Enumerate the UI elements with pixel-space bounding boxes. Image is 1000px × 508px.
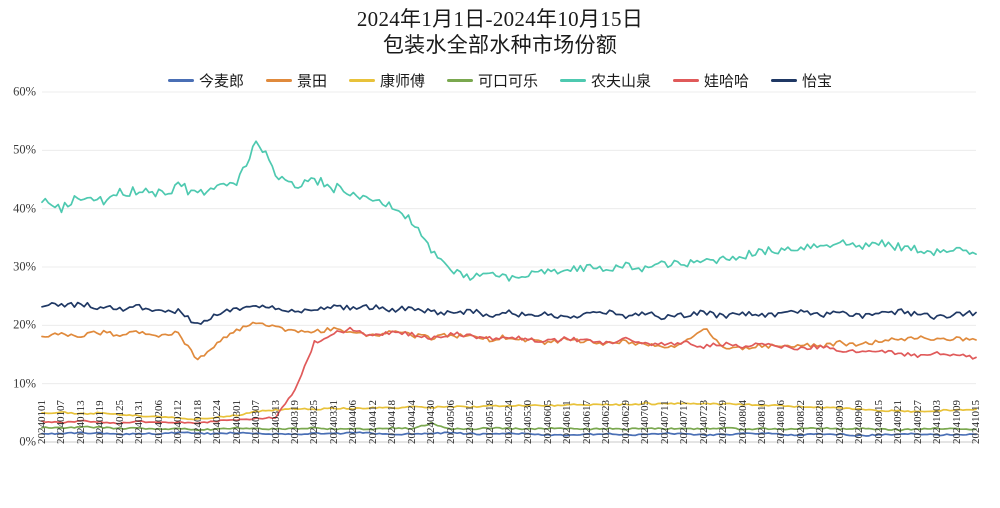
legend-item-3[interactable]: 可口可乐 (446, 70, 538, 91)
series-line-康师傅 (41, 401, 977, 421)
x-axis-tick-label: 20240218 (191, 400, 204, 444)
series-line-怡宝 (41, 301, 977, 325)
x-axis-tick-label: 20240518 (483, 400, 496, 444)
x-axis-tick-label: 20240212 (172, 400, 185, 444)
x-axis-tick-label: 20240325 (308, 400, 321, 444)
legend-swatch-icon (560, 79, 586, 82)
x-axis-tick-label: 20240927 (911, 400, 924, 444)
y-axis-tick-label: 30% (13, 259, 36, 274)
chart-title-block: 2024年1月1日-2024年10月15日 包装水全部水种市场份额 (0, 6, 1000, 58)
series-line-可口可乐 (41, 421, 977, 432)
x-axis-tick-label: 20241003 (931, 400, 944, 444)
x-axis-tick-label: 20240611 (561, 400, 574, 444)
x-axis-tick-label: 20240406 (347, 400, 360, 444)
y-axis-tick-label: 20% (13, 317, 36, 332)
x-axis-tick-label: 20240107 (55, 400, 68, 444)
y-axis-tick-label: 10% (13, 376, 36, 391)
x-axis-tick-label: 20241015 (970, 400, 982, 444)
chart-subtitle: 包装水全部水种市场份额 (382, 33, 618, 57)
x-axis-tick-label: 20240903 (833, 400, 846, 444)
x-axis-tick-label: 20240729 (717, 400, 730, 444)
x-axis-tick-label: 20240131 (133, 400, 146, 444)
chart-svg (41, 91, 977, 443)
x-axis-tick-label: 20240119 (94, 400, 107, 444)
legend-swatch-icon (265, 79, 292, 82)
x-axis-tick-label: 20240524 (503, 400, 515, 444)
x-axis-tick-label: 20240623 (600, 400, 613, 444)
x-axis-tick-label: 20240717 (678, 400, 691, 444)
legend-swatch-icon (446, 79, 473, 82)
legend-label: 娃哈哈 (704, 74, 750, 90)
legend-item-1[interactable]: 景田 (265, 70, 327, 91)
legend-swatch-icon (673, 79, 700, 82)
x-axis-tick-label: 20240810 (755, 400, 768, 444)
x-axis-tick-label: 20240101 (36, 400, 48, 444)
legend-item-5[interactable]: 娃哈哈 (673, 70, 749, 91)
y-axis-tick-label: 0% (19, 434, 36, 449)
y-axis-tick-label: 50% (13, 142, 36, 157)
x-axis-tick-label: 20240530 (522, 400, 535, 444)
y-axis: 0% 10% 20% 30% 40% 50% 60% (0, 85, 40, 449)
series-line-今麦郎 (41, 431, 977, 437)
x-axis-tick-label: 20240412 (366, 400, 379, 444)
x-axis-tick-label: 20240113 (74, 400, 87, 444)
x-axis-tick-label: 20240506 (444, 400, 457, 444)
x-axis-tick-label: 20240424 (405, 400, 418, 444)
x-axis-tick-label: 20240915 (872, 400, 885, 444)
x-axis-tick-label: 20240828 (814, 400, 827, 444)
x-axis-tick-label: 20240723 (697, 400, 710, 444)
legend-item-2[interactable]: 康师傅 (348, 70, 425, 91)
series-line-农夫山泉 (41, 140, 977, 282)
x-axis-tick-label: 20240909 (853, 400, 866, 444)
chart-legend: 今麦郎 景田 康师傅 可口可乐 农夫山泉 娃哈哈 怡宝 (0, 70, 1000, 91)
legend-label: 怡宝 (802, 74, 833, 90)
x-axis-tick-label: 20240301 (230, 400, 243, 444)
x-axis-tick-label: 20240331 (327, 400, 340, 444)
x-axis-tick-label: 20240125 (113, 400, 126, 444)
x-axis-tick-label: 20240822 (794, 400, 807, 444)
series-line-娃哈哈 (41, 326, 977, 425)
x-axis: 20240101 20240107 20240113 20240119 20240125… (36, 400, 982, 508)
x-axis-tick-label: 20240816 (775, 400, 788, 444)
x-axis-tick-label: 20240921 (892, 400, 905, 444)
legend-swatch-icon (167, 79, 194, 82)
plot-wrapper: 0% 10% 20% 30% 40% 50% 60% (0, 85, 1000, 449)
page-title: 2024年1月1日-2024年10月15日 (356, 7, 644, 31)
x-axis-tick-label: 20241009 (950, 400, 963, 444)
legend-label: 景田 (296, 74, 327, 90)
x-axis-tick-label: 20240804 (736, 400, 749, 444)
plot-area (41, 91, 977, 443)
x-axis-tick-label: 20240629 (619, 400, 632, 444)
legend-label: 今麦郎 (198, 74, 244, 90)
legend-item-0[interactable]: 今麦郎 (167, 70, 244, 91)
x-axis-tick-label: 20240418 (386, 400, 399, 444)
y-axis-tick-label: 60% (13, 84, 36, 99)
x-axis-tick-label: 20240319 (288, 400, 301, 444)
x-axis-tick-label: 20240605 (541, 400, 554, 444)
x-axis-tick-label: 20240313 (269, 400, 282, 444)
legend-label: 康师傅 (379, 74, 425, 90)
legend-label: 农夫山泉 (591, 74, 652, 90)
x-axis-tick-label: 20240307 (250, 400, 263, 444)
legend-swatch-icon (771, 79, 798, 82)
x-axis-tick-label: 20240206 (152, 400, 165, 444)
legend-label: 可口可乐 (477, 74, 538, 90)
legend-item-4[interactable]: 农夫山泉 (560, 70, 651, 91)
x-axis-tick-label: 20240512 (464, 400, 477, 444)
series-line-景田 (41, 321, 977, 361)
legend-swatch-icon (348, 79, 375, 82)
legend-item-6[interactable]: 怡宝 (771, 70, 832, 91)
x-axis-tick-label: 20240430 (425, 400, 438, 444)
x-axis-tick-label: 20240705 (639, 400, 652, 444)
x-axis-tick-label: 20240617 (580, 400, 593, 444)
x-axis-tick-label: 20240711 (658, 400, 671, 444)
y-axis-tick-label: 40% (13, 201, 36, 216)
x-axis-tick-label: 20240224 (211, 400, 224, 444)
